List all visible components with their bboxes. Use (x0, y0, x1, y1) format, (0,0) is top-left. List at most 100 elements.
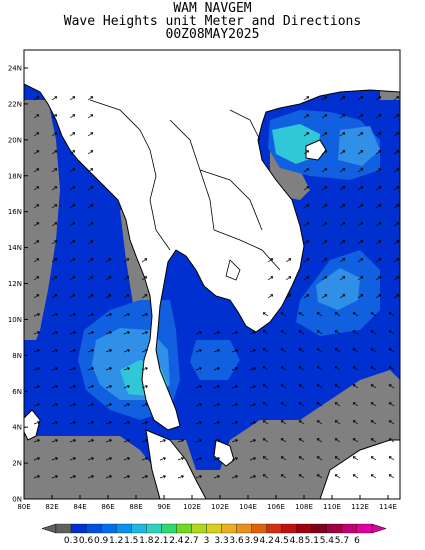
lon-label: 86E (101, 503, 114, 511)
wave-arrow (303, 204, 310, 209)
wave-arrow (370, 348, 377, 353)
wave-arrow (33, 313, 40, 317)
colorbar: 0.3 0.6 0.9 1.2 1.5 1.8 2.1 2.4 2.7 3 3.3 3.6 3.9 4.2… (41, 523, 387, 546)
map-frame (23, 49, 401, 500)
wave-arrow (388, 420, 395, 425)
wave-arrow (298, 366, 305, 371)
wave-arrow (177, 457, 184, 461)
wave-arrow (105, 403, 112, 407)
wave-arrow (69, 96, 76, 101)
wave-arrow (105, 367, 112, 371)
wave-arrow (87, 276, 94, 281)
wave-arrow (388, 348, 395, 353)
colorbar-label: 4.2 (260, 536, 274, 546)
wave-arrow (69, 150, 76, 155)
colorbar-label: 5.4 (320, 536, 335, 546)
wave-arrow (213, 403, 220, 407)
wave-arrow (249, 331, 256, 335)
wave-arrow (51, 457, 58, 461)
wave-arrow (51, 439, 58, 443)
wave-arrow (375, 114, 382, 119)
wave-arrow (123, 331, 130, 335)
wave-arrow (375, 222, 382, 227)
wave-arrow (357, 240, 364, 245)
colorbar-label: 2.4 (169, 536, 184, 546)
wave-arrow (303, 186, 310, 191)
wave-arrow (87, 132, 94, 137)
wave-arrow (298, 402, 305, 407)
wave-arrow (87, 168, 94, 173)
wave-arrow (213, 349, 220, 353)
wave-arrow (321, 150, 328, 155)
wave-arrow (298, 420, 305, 425)
wave-arrow (87, 150, 94, 155)
wave-arrow (334, 420, 341, 425)
lat-label: 10N (8, 316, 22, 324)
colorbar-segment (266, 523, 282, 534)
wave-arrow (334, 348, 341, 353)
wave-arrow (262, 420, 269, 425)
colorbar-segment (161, 523, 177, 534)
wave-arrow (51, 150, 58, 155)
wave-arrow (352, 420, 359, 425)
wave-arrow (69, 114, 76, 119)
wave-arrow (87, 204, 94, 209)
wave-arrow (69, 367, 76, 371)
wave-arrow (393, 258, 400, 263)
wave-arrow (303, 258, 310, 263)
colorbar-label: 0.6 (79, 536, 94, 546)
wave-arrow (105, 294, 112, 299)
wave-arrow (393, 186, 400, 191)
colorbar-segment (116, 523, 132, 534)
wave-arrow (213, 331, 220, 335)
wave-arrow (87, 313, 94, 317)
wave-arrow (375, 276, 382, 281)
wave-arrow (334, 402, 341, 407)
wave-arrow (33, 421, 40, 425)
wave-arrow (316, 384, 323, 389)
wave-arrow (375, 294, 382, 299)
wave-arrow (105, 475, 112, 479)
wave-arrow (231, 421, 238, 425)
wave-arrow (370, 366, 377, 371)
wave-arrow (280, 438, 287, 443)
wave-arrow (195, 439, 202, 443)
colorbar-label: 5.7 (335, 536, 349, 546)
wave-arrow (339, 150, 346, 155)
wave-arrow (33, 457, 40, 461)
wave-arrow (357, 258, 364, 263)
wave-arrow (87, 403, 94, 407)
valid-time: 00Z08MAY2025 (165, 27, 260, 42)
wave-arrow (316, 312, 323, 317)
wave-arrow (352, 348, 359, 353)
land-masses (24, 50, 400, 499)
wave-arrow (321, 276, 328, 281)
wave-arrow (33, 186, 40, 191)
wave-arrow (123, 349, 130, 353)
wave-arrow (249, 349, 256, 353)
wave-arrow (195, 421, 202, 425)
wave-arrow (213, 439, 220, 443)
wave-arrow (321, 240, 328, 245)
country-borders (89, 99, 281, 281)
wave-arrow (87, 421, 94, 425)
wave-arrow (321, 96, 328, 101)
colorbar-label: 3.6 (229, 536, 244, 546)
wave-arrow (87, 96, 94, 101)
colorbar-label: 1.5 (124, 536, 138, 546)
wave-arrow (123, 457, 130, 461)
colorbar-label: 0.9 (94, 536, 109, 546)
wave-arrow (393, 240, 400, 245)
wave-arrow (339, 240, 346, 245)
colorbar-label: 4.8 (290, 536, 305, 546)
lat-label: 2N (12, 460, 22, 468)
wave-arrow (195, 385, 202, 389)
wave-arrow (249, 385, 256, 389)
wave-arrow (177, 475, 184, 479)
colorbar-segment (326, 523, 343, 534)
wave-arrow (33, 439, 40, 443)
wave-arrow (159, 475, 166, 479)
wave-arrow (334, 312, 341, 317)
lon-label: 114E (379, 503, 397, 511)
